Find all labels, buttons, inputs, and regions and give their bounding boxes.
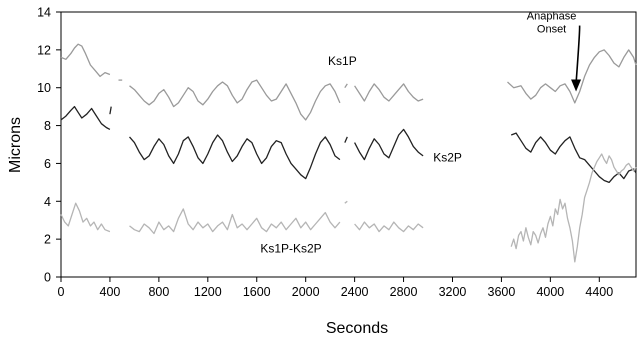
- x-tick-label: 400: [100, 285, 121, 299]
- x-tick-label: 800: [148, 285, 169, 299]
- series-label-ks1p-ks2p: Ks1P-Ks2P: [260, 241, 321, 255]
- x-tick-label: 1200: [194, 285, 222, 299]
- series-line-segment: [510, 153, 637, 263]
- x-tick-label: 1600: [243, 285, 271, 299]
- x-tick-label: 3600: [488, 285, 516, 299]
- y-axis: 0 2 4 6 8 10 12 14: [37, 6, 61, 285]
- series-line-segment: [510, 132, 637, 184]
- series-ks1p-ks2p: [60, 153, 637, 263]
- series-line-segment: [60, 202, 111, 233]
- series-line-segment: [344, 83, 348, 89]
- y-tick-label: 2: [44, 233, 51, 247]
- series-line-segment: [129, 79, 341, 121]
- x-tick-label: 3200: [439, 285, 467, 299]
- series-line-segment: [354, 221, 424, 233]
- annotations: Anaphase Onset: [527, 11, 582, 92]
- annotation-text: Anaphase Onset: [527, 11, 577, 36]
- y-tick-label: 4: [44, 195, 51, 209]
- series-ks2p: [60, 105, 637, 184]
- x-tick-label: 0: [58, 285, 65, 299]
- series-label-ks1p: Ks1P: [328, 54, 357, 68]
- y-tick-label: 10: [37, 81, 51, 95]
- annotation-arrow: [575, 25, 581, 84]
- y-tick-label: 8: [44, 119, 51, 133]
- series-line-segment: [129, 134, 341, 180]
- x-axis-label: Seconds: [326, 320, 388, 337]
- y-tick-label: 14: [37, 6, 51, 20]
- series-labels: Ks1P Ks2P Ks1P-Ks2P: [260, 54, 462, 255]
- y-axis-label: Microns: [7, 117, 24, 173]
- series-ks1p: [60, 43, 637, 121]
- series-line-segment: [129, 208, 341, 235]
- plot-frame: [60, 11, 637, 278]
- x-tick-label: 2400: [341, 285, 369, 299]
- series-line-segment: [354, 83, 424, 102]
- plot-area: [60, 11, 637, 278]
- x-tick-label: 2800: [390, 285, 418, 299]
- x-tick-label: 4400: [585, 285, 613, 299]
- x-axis: 0 400 800 1200 1600 2000 2400 2800 3200 3600 4000 4…: [58, 277, 613, 299]
- series-line-segment: [109, 106, 112, 115]
- x-tick-label: 4000: [536, 285, 564, 299]
- series-label-ks2p: Ks2P: [433, 151, 462, 165]
- series-line-segment: [354, 128, 424, 161]
- y-tick-label: 12: [37, 43, 51, 57]
- y-tick-label: 0: [44, 271, 51, 285]
- series-line-segment: [344, 200, 348, 204]
- series-line-segment: [344, 136, 348, 143]
- series-line-segment: [507, 49, 637, 104]
- y-tick-label: 6: [44, 157, 51, 171]
- x-tick-label: 2000: [292, 285, 320, 299]
- series-line-segment: [60, 43, 111, 78]
- series-line-segment: [60, 105, 111, 130]
- annotation-arrowhead: [571, 79, 582, 92]
